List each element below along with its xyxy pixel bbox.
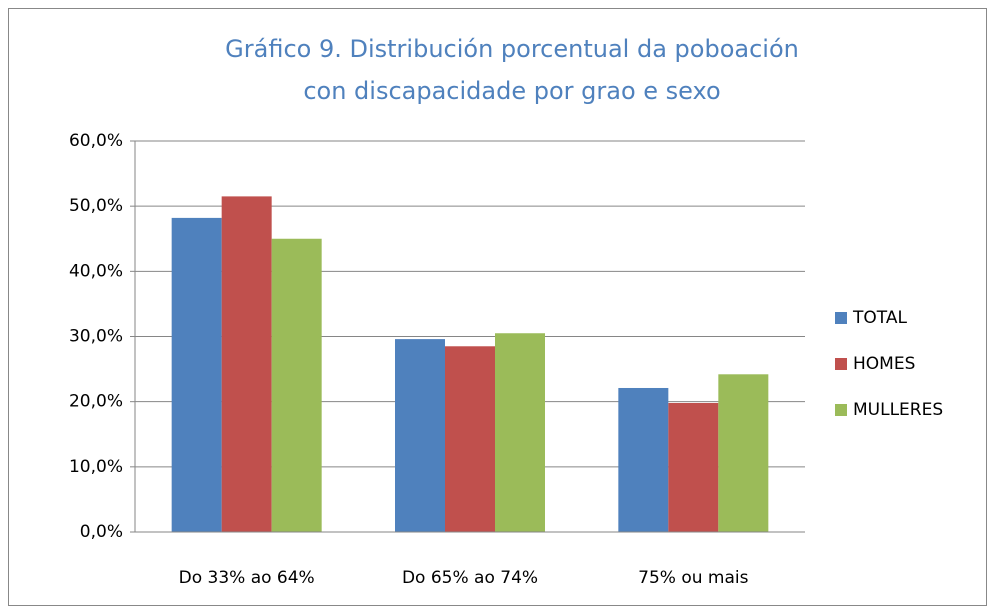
y-tick-label: 40,0% bbox=[69, 261, 123, 281]
bar bbox=[668, 402, 719, 532]
bar bbox=[171, 217, 222, 532]
bar bbox=[271, 238, 322, 532]
bar bbox=[618, 387, 669, 532]
legend-swatch bbox=[835, 358, 847, 370]
bar bbox=[221, 196, 272, 532]
bar bbox=[395, 339, 445, 532]
x-tick-label: Do 33% ao 64% bbox=[179, 568, 315, 588]
y-tick-label: 20,0% bbox=[69, 392, 123, 412]
y-tick-label: 30,0% bbox=[69, 327, 123, 347]
y-tick-label: 10,0% bbox=[69, 457, 123, 477]
legend-label: MULLERES bbox=[853, 400, 943, 420]
y-tick-label: 50,0% bbox=[69, 196, 123, 216]
bar bbox=[718, 374, 769, 532]
legend-label: TOTAL bbox=[852, 308, 907, 328]
x-tick-label: Do 65% ao 74% bbox=[402, 568, 538, 588]
bar bbox=[445, 346, 495, 532]
x-tick-label: 75% ou mais bbox=[638, 568, 748, 588]
bar bbox=[495, 333, 545, 532]
y-tick-label: 0,0% bbox=[80, 522, 123, 542]
legend-label: HOMES bbox=[853, 354, 915, 374]
legend-swatch bbox=[835, 404, 847, 416]
chart-title: Gráfico 9. Distribución porcentual da po… bbox=[225, 35, 799, 105]
legend-swatch bbox=[835, 312, 847, 324]
y-tick-label: 60,0% bbox=[69, 131, 123, 151]
